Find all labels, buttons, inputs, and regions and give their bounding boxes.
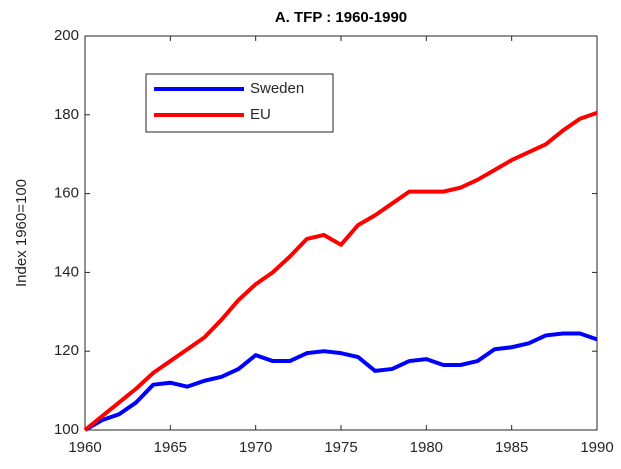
x-tick-label: 1960 bbox=[68, 439, 101, 456]
legend-box bbox=[145, 73, 334, 133]
y-tick-label: 200 bbox=[54, 27, 79, 44]
y-tick-label: 140 bbox=[54, 263, 79, 280]
y-tick-label: 160 bbox=[54, 185, 79, 202]
plot-frame bbox=[84, 35, 598, 431]
legend-label: Sweden bbox=[250, 80, 304, 97]
chart-title: A. TFP : 1960-1990 bbox=[275, 9, 407, 26]
x-tick-label: 1975 bbox=[324, 439, 357, 456]
y-tick-label: 180 bbox=[54, 106, 79, 123]
x-tick-label: 1965 bbox=[154, 439, 187, 456]
y-tick-label: 120 bbox=[54, 342, 79, 359]
legend-label: EU bbox=[250, 106, 271, 123]
line-series bbox=[84, 331, 598, 432]
x-tick-label: 1990 bbox=[580, 439, 613, 456]
x-tick-label: 1970 bbox=[239, 439, 272, 456]
x-tick-label: 1980 bbox=[410, 439, 443, 456]
y-tick-label: 100 bbox=[54, 421, 79, 438]
x-tick-label: 1985 bbox=[495, 439, 528, 456]
y-axis-label: Index 1960=100 bbox=[13, 179, 30, 287]
line-series bbox=[83, 110, 598, 432]
